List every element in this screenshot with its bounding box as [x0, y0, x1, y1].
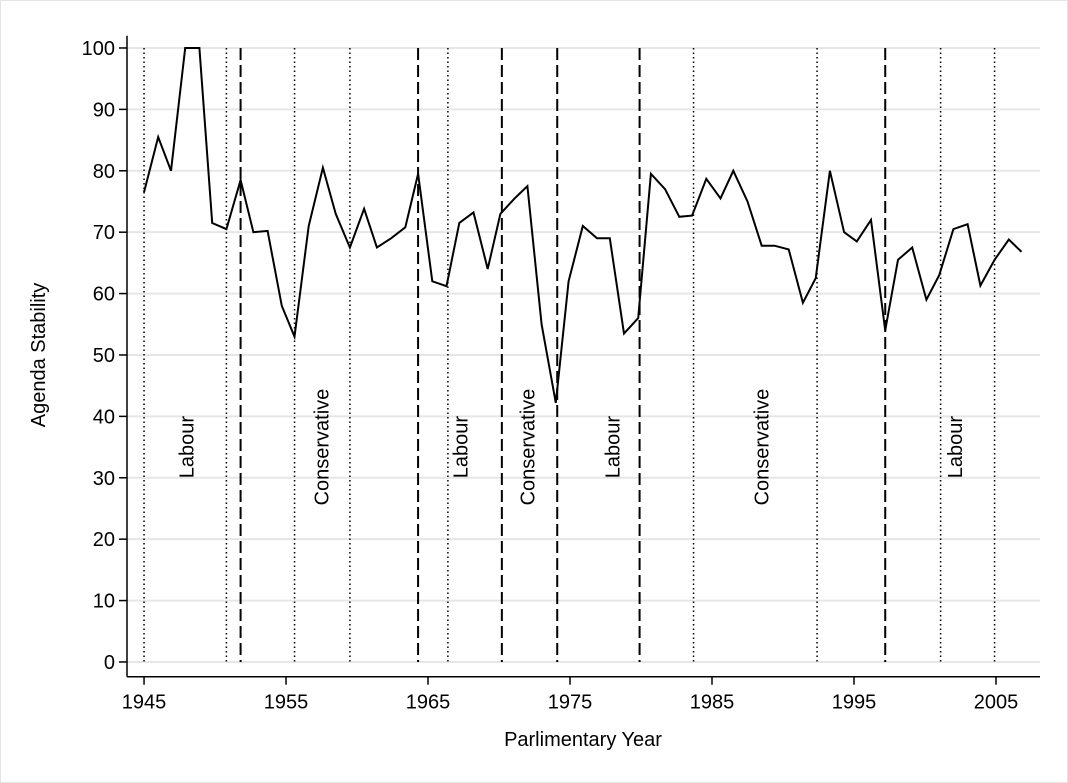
- x-tick-label: 2005: [974, 692, 1019, 714]
- x-tick-label: 1965: [406, 692, 451, 714]
- y-axis-title: Agenda Stability: [28, 283, 50, 428]
- x-tick-label: 1945: [122, 692, 167, 714]
- party-label: Labour: [945, 416, 967, 479]
- y-tick-label: 0: [104, 652, 115, 674]
- party-label: Conservative: [752, 389, 774, 506]
- y-tick-label: 50: [93, 345, 115, 367]
- y-tick-label: 40: [93, 406, 115, 428]
- y-tick-label: 80: [93, 161, 115, 183]
- x-tick-label: 1975: [548, 692, 593, 714]
- x-axis-title: Parlimentary Year: [504, 729, 662, 751]
- party-label: Labour: [603, 416, 625, 479]
- y-tick-label: 90: [93, 99, 115, 121]
- y-tick-label: 100: [82, 38, 115, 60]
- x-tick-label: 1985: [690, 692, 735, 714]
- y-tick-label: 20: [93, 529, 115, 551]
- data-line: [143, 47, 1023, 404]
- y-tick-label: 70: [93, 222, 115, 244]
- x-tick-label: 1995: [832, 692, 877, 714]
- party-label: Labour: [177, 416, 199, 479]
- y-tick-label: 10: [93, 591, 115, 613]
- party-label: Labour: [451, 416, 473, 479]
- party-label: Conservative: [312, 389, 334, 506]
- y-tick-label: 30: [93, 468, 115, 490]
- x-tick-label: 1955: [264, 692, 309, 714]
- y-tick-label: 60: [93, 284, 115, 306]
- party-label: Conservative: [517, 389, 539, 506]
